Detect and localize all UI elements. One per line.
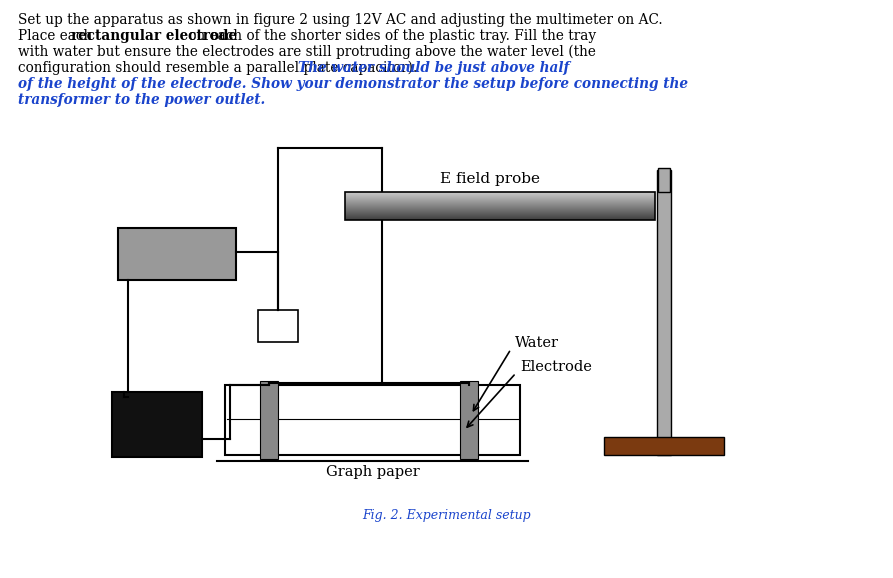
- Text: with water but ensure the electrodes are still protruding above the water level : with water but ensure the electrodes are…: [18, 45, 596, 60]
- Bar: [345, 213, 655, 214]
- Bar: [345, 210, 655, 211]
- Bar: [345, 209, 655, 210]
- Text: Water: Water: [515, 336, 559, 350]
- Bar: [345, 219, 655, 220]
- Bar: [658, 168, 670, 192]
- Text: on each of the shorter sides of the plastic tray. Fill the tray: on each of the shorter sides of the plas…: [184, 29, 597, 43]
- Text: Fig. 2. Experimental setup: Fig. 2. Experimental setup: [362, 509, 530, 523]
- Bar: [345, 199, 655, 200]
- Bar: [345, 212, 655, 213]
- Text: rectangular electrode: rectangular electrode: [71, 29, 237, 43]
- Bar: [345, 193, 655, 194]
- Bar: [345, 215, 655, 216]
- Text: Voltmeter: Voltmeter: [141, 247, 213, 261]
- Text: transformer to the power outlet.: transformer to the power outlet.: [18, 93, 265, 107]
- Bar: [345, 203, 655, 204]
- Bar: [345, 192, 655, 193]
- Bar: [227, 418, 518, 453]
- Text: Place each: Place each: [18, 29, 96, 43]
- Bar: [225, 385, 520, 455]
- Text: Graph paper: Graph paper: [326, 465, 420, 479]
- Bar: [345, 194, 655, 195]
- Text: configuration should resemble a parallel plate capacitor).: configuration should resemble a parallel…: [18, 61, 421, 75]
- Bar: [260, 381, 278, 459]
- Bar: [345, 200, 655, 201]
- Bar: [657, 170, 671, 455]
- Text: of the height of the electrode. Show your demonstrator the setup before connecti: of the height of the electrode. Show you…: [18, 77, 688, 91]
- Bar: [345, 192, 655, 220]
- Bar: [345, 214, 655, 215]
- Bar: [345, 205, 655, 206]
- Bar: [345, 211, 655, 212]
- Bar: [460, 381, 478, 459]
- Bar: [345, 198, 655, 199]
- Text: The water should be just above half: The water should be just above half: [298, 61, 570, 75]
- Text: Set up the apparatus as shown in figure 2 using 12V AC and adjusting the multime: Set up the apparatus as shown in figure …: [18, 13, 663, 27]
- Bar: [345, 202, 655, 203]
- Bar: [258, 310, 298, 342]
- Bar: [345, 206, 655, 207]
- Bar: [345, 201, 655, 202]
- Bar: [345, 196, 655, 197]
- Bar: [345, 195, 655, 196]
- Bar: [345, 218, 655, 219]
- Bar: [345, 217, 655, 218]
- Bar: [345, 207, 655, 208]
- Bar: [118, 228, 236, 280]
- Bar: [604, 437, 724, 455]
- Bar: [112, 392, 202, 457]
- Bar: [345, 216, 655, 217]
- Bar: [345, 204, 655, 205]
- Text: E field probe: E field probe: [440, 172, 540, 186]
- Bar: [345, 197, 655, 198]
- Text: Power
Supply: Power Supply: [130, 406, 183, 437]
- Bar: [345, 208, 655, 209]
- Text: Electrode: Electrode: [520, 360, 592, 374]
